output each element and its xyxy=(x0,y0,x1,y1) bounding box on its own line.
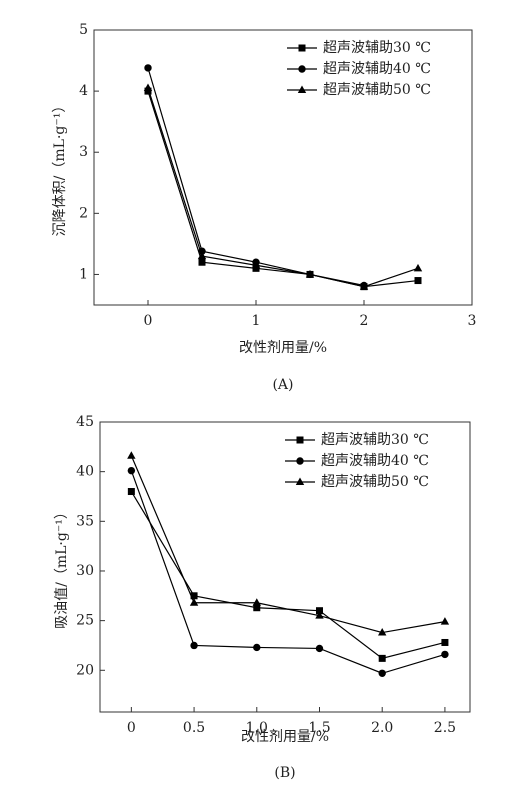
marker xyxy=(144,64,152,72)
marker xyxy=(414,277,422,285)
marker xyxy=(253,643,261,652)
marker xyxy=(251,260,261,269)
legend-label: 超声波辅助40 ℃ xyxy=(323,61,431,77)
marker xyxy=(378,654,386,662)
marker xyxy=(305,269,315,278)
y-tick-label: 45 xyxy=(76,414,94,430)
marker xyxy=(296,457,304,465)
x-tick-label: 2 xyxy=(360,313,369,329)
y-tick-label: 5 xyxy=(79,22,88,38)
y-tick-label: 4 xyxy=(79,83,88,99)
marker xyxy=(298,65,306,73)
marker xyxy=(296,436,304,444)
series-line xyxy=(147,67,365,287)
marker xyxy=(198,258,206,266)
marker xyxy=(378,628,387,636)
marker xyxy=(315,644,324,653)
marker xyxy=(197,251,207,260)
x-tick-label: 1 xyxy=(252,313,261,329)
y-tick-label: 30 xyxy=(76,563,94,579)
x-tick-label: 0 xyxy=(127,720,136,736)
marker xyxy=(440,617,450,625)
marker xyxy=(315,607,323,615)
y-tick-label: 3 xyxy=(79,144,88,160)
x-axis-label: 改性剂用量/% xyxy=(239,340,327,356)
x-tick-label: 2.0 xyxy=(371,720,393,736)
y-tick-label: 40 xyxy=(76,464,94,480)
marker xyxy=(190,592,198,600)
series-line xyxy=(130,470,446,674)
marker xyxy=(252,598,261,606)
x-tick-label: 3 xyxy=(468,313,477,329)
marker xyxy=(127,451,136,459)
marker xyxy=(252,264,260,272)
x-tick-label: 1.5 xyxy=(308,720,330,736)
legend-label: 超声波辅助30 ℃ xyxy=(321,432,429,448)
legend-label: 超声波辅助50 ℃ xyxy=(323,82,431,98)
plot-frame xyxy=(93,29,473,306)
marker xyxy=(441,638,449,646)
marker xyxy=(127,488,135,496)
y-tick-label: 25 xyxy=(76,613,94,629)
plot-frame xyxy=(99,421,471,713)
caption: (A) xyxy=(272,377,293,393)
x-tick-label: 0.5 xyxy=(183,720,205,736)
x-axis-label: 改性剂用量/% xyxy=(241,729,329,745)
series-line xyxy=(130,491,446,660)
series-line xyxy=(147,87,419,288)
marker xyxy=(298,44,306,52)
marker xyxy=(413,263,423,272)
caption: (B) xyxy=(274,765,295,781)
x-tick-label: 2.5 xyxy=(434,720,456,736)
x-tick-label: 0 xyxy=(144,313,153,329)
y-tick-label: 35 xyxy=(76,513,94,529)
y-axis-label: 吸油值/（mL·g⁻¹） xyxy=(54,505,70,629)
series-line xyxy=(130,455,446,634)
legend-label: 超声波辅助30 ℃ xyxy=(323,40,431,56)
marker xyxy=(189,598,199,606)
marker xyxy=(378,669,386,677)
marker xyxy=(143,83,153,92)
y-tick-label: 2 xyxy=(79,205,88,221)
marker xyxy=(315,611,324,619)
y-axis-label: 沉降体积/（mL·g⁻¹） xyxy=(52,99,68,237)
marker xyxy=(295,477,305,485)
marker xyxy=(359,282,369,290)
marker xyxy=(144,87,152,95)
marker xyxy=(190,641,198,650)
y-tick-label: 1 xyxy=(79,266,88,282)
marker xyxy=(253,604,261,612)
y-tick-label: 20 xyxy=(76,662,94,678)
legend-label: 超声波辅助50 ℃ xyxy=(321,474,429,490)
marker xyxy=(441,650,449,659)
series-line xyxy=(147,90,419,288)
x-tick-label: 1.0 xyxy=(246,720,268,736)
marker xyxy=(127,466,136,475)
marker xyxy=(297,85,307,93)
legend-label: 超声波辅助40 ℃ xyxy=(321,453,429,469)
